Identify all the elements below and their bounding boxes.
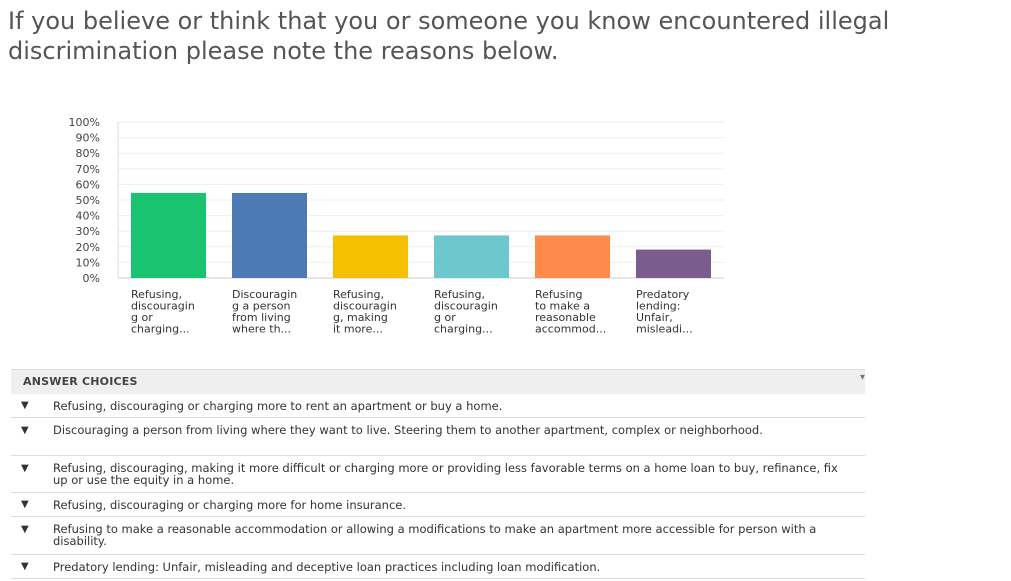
y-tick-label: 60% [76, 178, 100, 191]
y-tick-label: 10% [76, 256, 100, 269]
expand-caret-icon[interactable]: ▼ [21, 400, 29, 411]
x-category-label: Refusing, [333, 288, 384, 301]
answer-choice-text: Predatory lending: Unfair, misleading an… [53, 560, 601, 574]
x-category-label: g, making [333, 311, 388, 324]
x-category-label: g a person [232, 300, 290, 313]
x-category-label: Refusing, [131, 288, 182, 301]
bar[interactable] [131, 192, 206, 278]
y-tick-label: 40% [76, 210, 100, 223]
answer-row[interactable]: ▼ Refusing, discouraging, making it more… [11, 456, 865, 493]
y-tick-label: 80% [76, 147, 100, 160]
x-category-label: to make a [535, 300, 590, 313]
answer-choice-text: Refusing, discouraging, making it more d… [53, 461, 838, 487]
expand-caret-icon[interactable]: ▼ [21, 561, 29, 572]
chart-gridlines [117, 121, 724, 279]
answer-choices-table: ANSWER CHOICES ▾ ▼ Refusing, discouragin… [11, 369, 865, 579]
chart-bars [131, 192, 711, 278]
x-category-label: discouragin [333, 300, 397, 313]
bar[interactable] [636, 249, 711, 278]
y-tick-label: 90% [76, 132, 100, 145]
y-tick-label: 30% [76, 225, 100, 238]
answer-row[interactable]: ▼ Refusing to make a reasonable accommod… [11, 517, 865, 555]
answer-choices-header-label: ANSWER CHOICES [23, 375, 138, 388]
x-category-label: discouragin [434, 300, 498, 313]
question-title: If you believe or think that you or some… [8, 7, 890, 65]
y-tick-label: 50% [76, 194, 100, 207]
y-tick-label: 70% [76, 163, 100, 176]
x-category-label: lending: [636, 300, 681, 313]
y-tick-label: 0% [83, 272, 100, 285]
y-tick-label: 100% [69, 116, 100, 129]
bar[interactable] [333, 235, 408, 278]
x-category-label: misleadi... [636, 323, 693, 336]
x-category-label: from living [232, 311, 291, 324]
answer-row[interactable]: ▼ Predatory lending: Unfair, misleading … [11, 555, 865, 579]
expand-caret-icon[interactable]: ▼ [21, 425, 29, 436]
x-category-label: Discouragin [232, 288, 297, 301]
answer-choices-header[interactable]: ANSWER CHOICES ▾ [11, 369, 865, 394]
sort-caret-icon[interactable]: ▾ [859, 372, 865, 383]
y-tick-label: 20% [76, 241, 100, 254]
x-category-label: Unfair, [636, 311, 673, 324]
answer-row[interactable]: ▼ Discouraging a person from living wher… [11, 418, 865, 456]
x-category-label: reasonable [535, 311, 596, 324]
x-category-label: charging... [434, 323, 493, 336]
x-category-label: discouragin [131, 300, 195, 313]
answer-choice-text: Discouraging a person from living where … [53, 423, 763, 437]
bar[interactable] [232, 192, 307, 278]
x-category-label: where th... [232, 323, 291, 336]
x-category-label: accommod... [535, 323, 606, 336]
x-category-label: Predatory [636, 288, 690, 301]
y-axis-ticks: 100% 90% 80% 70% 60% 50% 40% 30% 20% 10% 0% [69, 116, 100, 285]
answer-choice-text: Refusing, discouraging or charging more … [53, 399, 503, 413]
expand-caret-icon[interactable]: ▼ [21, 524, 29, 535]
answer-choice-text: Refusing to make a reasonable accommodat… [53, 522, 817, 548]
answer-row[interactable]: ▼ Refusing, discouraging or charging mor… [11, 394, 865, 418]
answer-choice-text: Refusing, discouraging or charging more … [53, 498, 407, 512]
expand-caret-icon[interactable]: ▼ [21, 499, 29, 510]
bar-chart: 100% 90% 80% 70% 60% 50% 40% 30% 20% 10% 0% Refusi… [69, 116, 724, 336]
bar[interactable] [434, 235, 509, 278]
expand-caret-icon[interactable]: ▼ [21, 463, 29, 474]
answer-row[interactable]: ▼ Refusing, discouraging or charging mor… [11, 493, 865, 517]
x-category-label: Refusing, [434, 288, 485, 301]
x-category-label: g or [131, 311, 153, 324]
x-category-label: Refusing [535, 288, 583, 301]
x-category-label: g or [434, 311, 456, 324]
x-axis-category-labels: Refusing,discouraging orcharging...Disco… [131, 288, 693, 336]
x-category-label: charging... [131, 323, 190, 336]
bar[interactable] [535, 235, 610, 278]
x-category-label: it more... [333, 323, 383, 336]
